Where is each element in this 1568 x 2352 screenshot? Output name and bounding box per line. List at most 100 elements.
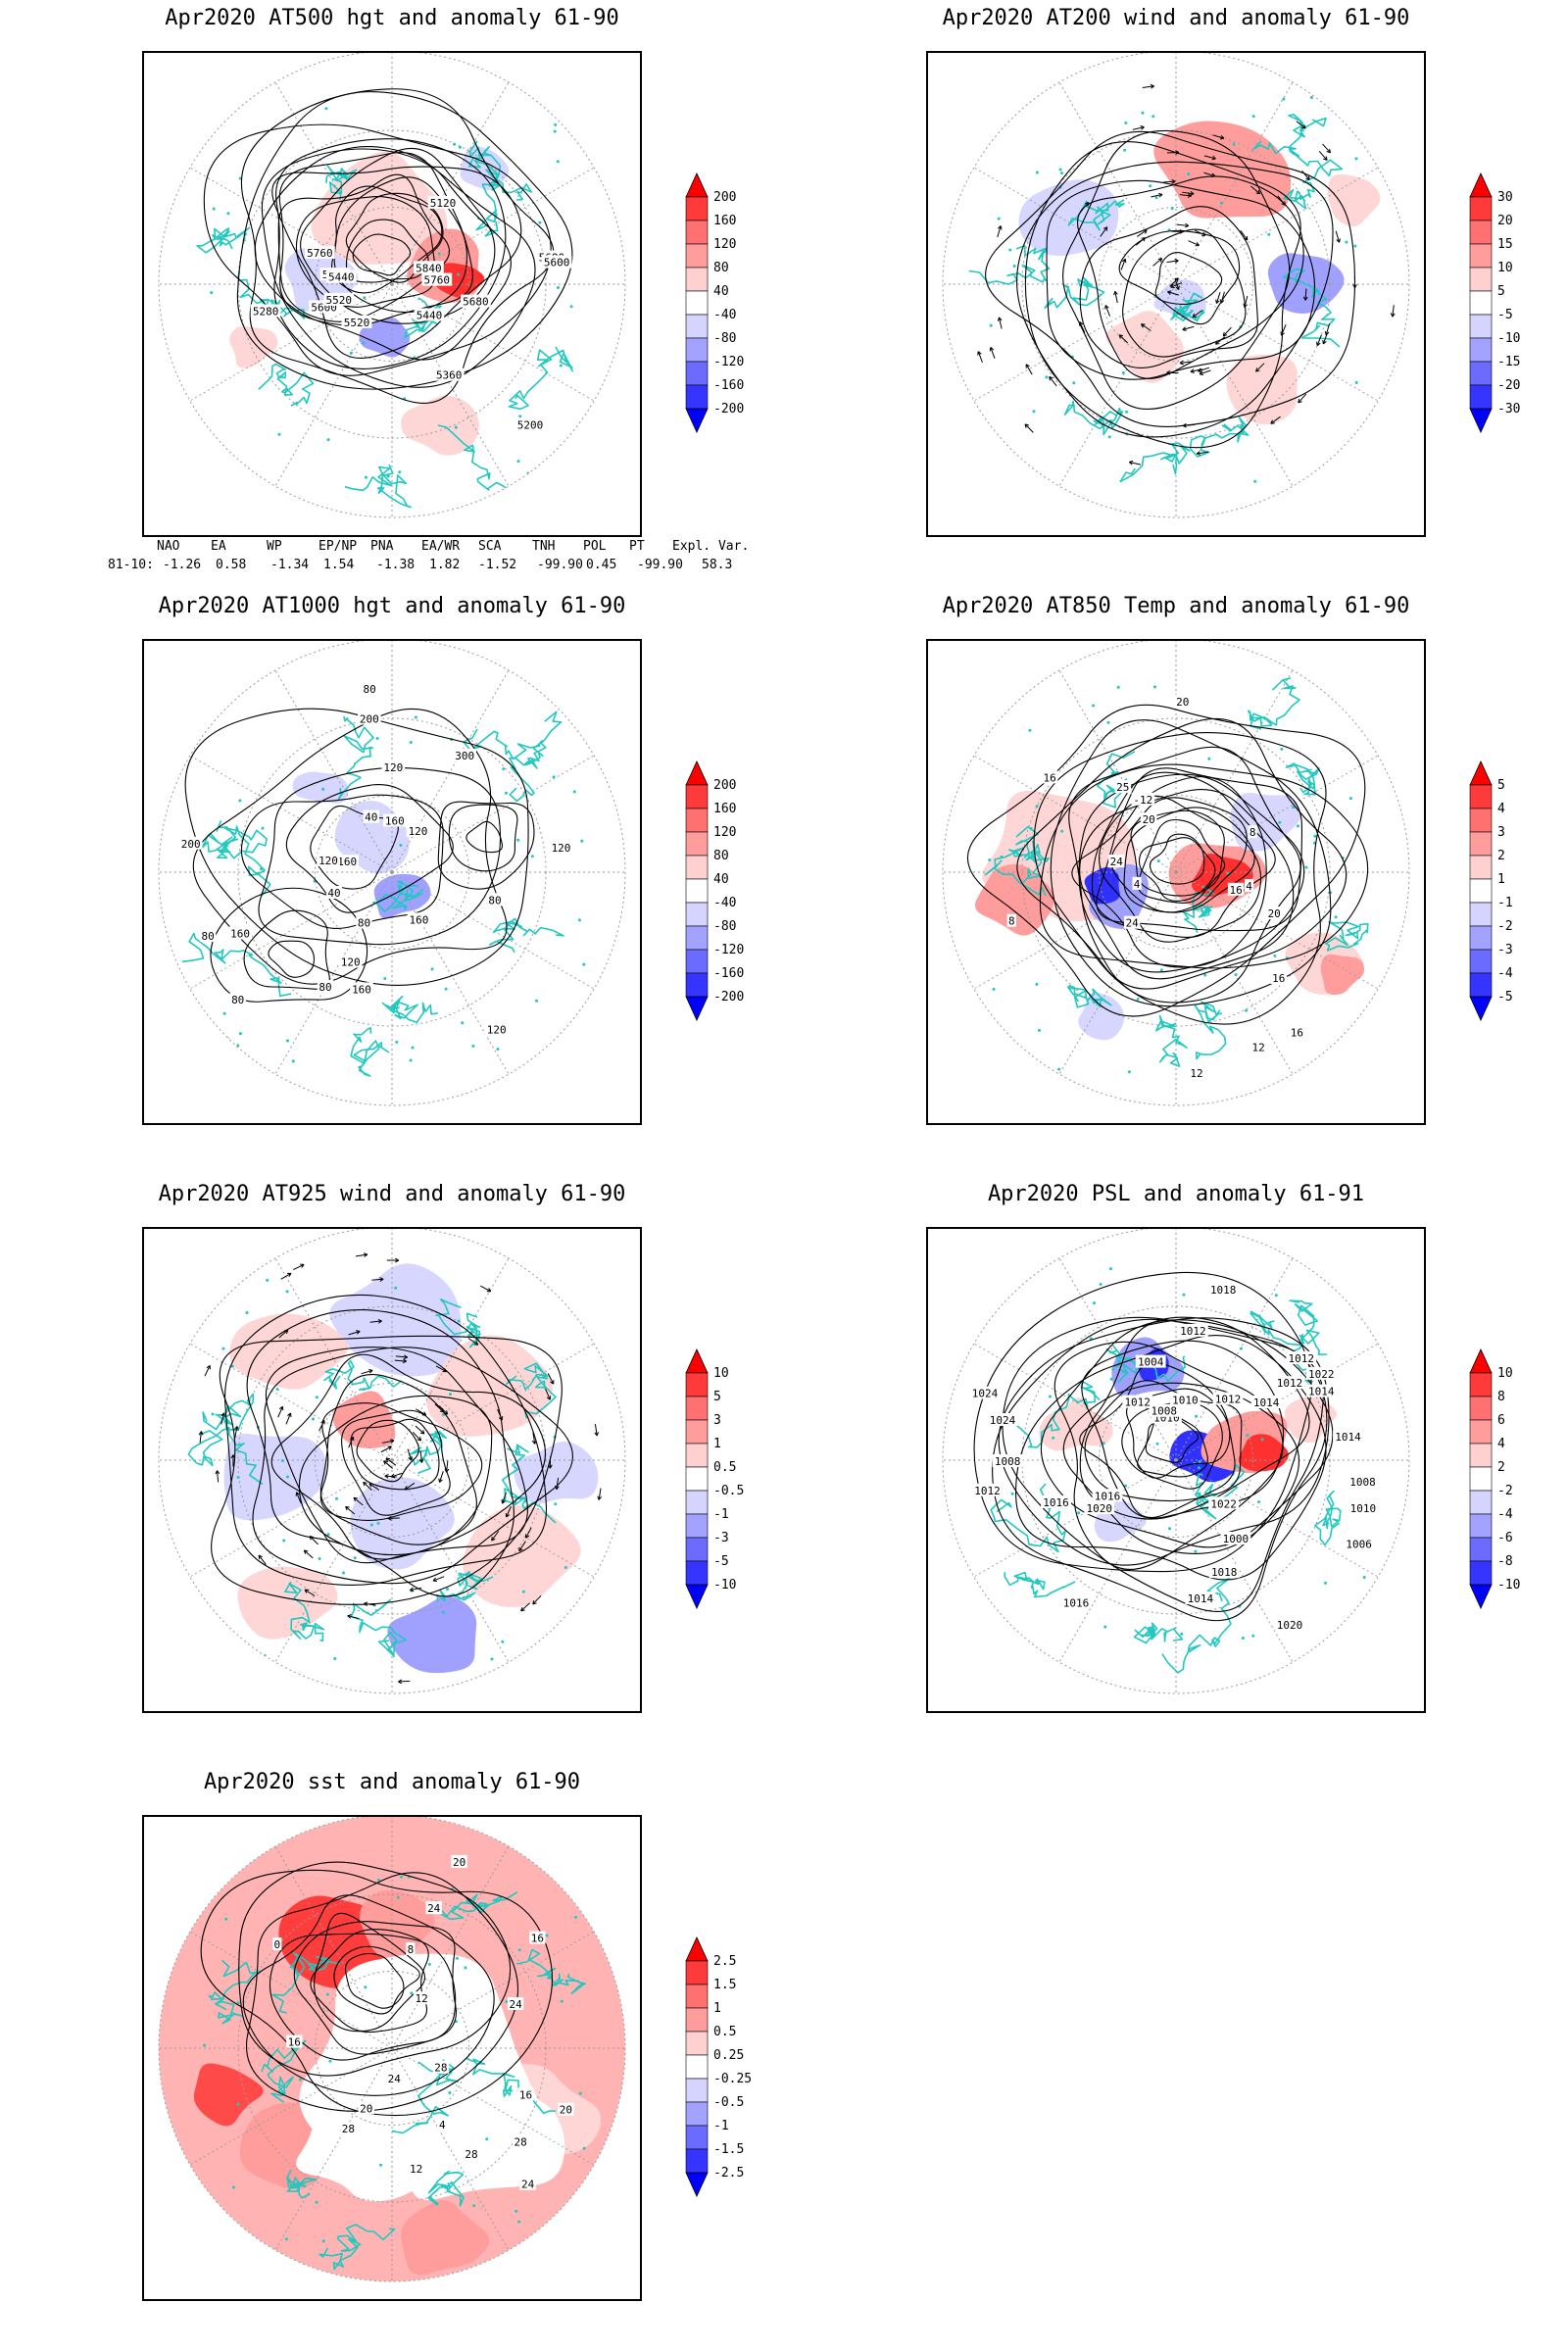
colorbar-bottom-arrow <box>685 408 709 433</box>
colorbar-label: 1 <box>713 1437 721 1451</box>
wind-arrow <box>1316 334 1322 346</box>
wind-arrow <box>501 1499 506 1504</box>
colorbar-label: 10 <box>1497 1366 1513 1381</box>
contour-label: 1014 <box>1308 1386 1335 1398</box>
index-header: EP/NP <box>318 539 358 554</box>
wind-arrow <box>1318 151 1328 161</box>
contour-label: 20 <box>1176 696 1189 709</box>
wind-arrow <box>278 1405 284 1411</box>
colorbar-swatch <box>685 1419 709 1445</box>
index-value: -1.38 <box>376 558 416 572</box>
wind-arrow <box>1190 368 1202 372</box>
panel-title: Apr2020 AT850 Temp and anomaly 61-90 <box>942 594 1410 618</box>
wind-arrow <box>1304 288 1307 301</box>
index-value: -99.90 <box>637 558 683 572</box>
index-value: 1.82 <box>429 558 461 572</box>
wind-arrow <box>278 1329 289 1339</box>
lat-lon-grid <box>159 1817 625 2281</box>
wind-arrow <box>1184 222 1190 228</box>
wind-arrow <box>355 1253 368 1257</box>
colorbar-swatch <box>1469 337 1493 363</box>
wind-arrow <box>442 1368 447 1373</box>
contour-label: 8 <box>1250 826 1256 839</box>
wind-arrow <box>407 1448 413 1461</box>
wind-arrow <box>384 1473 389 1479</box>
panel-title: Apr2020 AT1000 hgt and anomaly 61-90 <box>158 594 626 618</box>
contour-label: 1006 <box>1346 1539 1372 1551</box>
colorbar-label: 5 <box>713 1390 721 1404</box>
colorbar-swatch <box>1469 831 1493 857</box>
wind-arrow <box>234 1426 239 1431</box>
colorbar: 10 8 6 4 2 -2 -4 -6 -8 -10 <box>1469 1348 1548 1647</box>
map-content: 16 16 12 16 24 20 -12 8 4 4 8 12 16 20 24 20 25 <box>943 641 1409 1105</box>
wind-arrow <box>1390 313 1396 318</box>
wind-arrow <box>1175 150 1180 156</box>
colorbar-label: 30 <box>1497 190 1513 205</box>
wind-arrow <box>398 1680 411 1683</box>
contour-label: 16 <box>531 1933 544 1945</box>
index-header: WP <box>267 539 282 554</box>
polar-map: 16 16 12 16 24 20 -12 8 4 4 8 12 16 20 24 20 25 <box>942 641 1410 1106</box>
colorbar-label: 3 <box>713 1413 721 1428</box>
anomaly-area <box>1105 311 1184 383</box>
wind-arrow <box>395 1257 400 1263</box>
wind-arrow <box>1167 290 1172 295</box>
map-content: 1201601602001201208016020030080401604080… <box>159 641 625 1105</box>
colorbar-label: -200 <box>713 990 744 1004</box>
wind-arrow <box>361 1369 373 1375</box>
colorbar-label: 2 <box>1497 849 1505 863</box>
contour-label: 4 <box>1246 880 1252 893</box>
index-value: -1.34 <box>270 558 310 572</box>
colorbar-swatch <box>685 2007 709 2033</box>
colorbar-top-arrow <box>685 172 709 198</box>
anomaly-area <box>401 2200 490 2276</box>
contour-label: 12 <box>410 2163 422 2176</box>
colorbar-swatch <box>685 1490 709 1515</box>
colorbar-swatch <box>685 2078 709 2103</box>
contours <box>211 1294 573 1605</box>
contour-label: 1004 <box>1138 1356 1164 1369</box>
wind-arrow <box>390 1439 395 1444</box>
panel-title: Apr2020 sst and anomaly 61-90 <box>203 1770 581 1794</box>
contour-label: 1014 <box>1253 1396 1280 1409</box>
colorbar-label: 40 <box>713 872 729 887</box>
wind-arrow <box>347 1614 352 1619</box>
wind-arrow <box>390 1473 396 1479</box>
wind-arrow <box>1277 195 1286 206</box>
map-frame: 5840576056805600552054405120520052805360… <box>142 51 642 537</box>
contour-label: 1012 <box>1180 1325 1206 1338</box>
teleconnection-indices: NAO EA WP EP/NP PNA EA/WR SCA TNH POL PT Expl. Var… <box>108 539 804 576</box>
contours <box>985 129 1356 449</box>
wind-arrow <box>1301 124 1306 129</box>
contour-label: 200 <box>360 713 379 726</box>
colorbar-swatch <box>685 1537 709 1562</box>
contour-label: 0 <box>273 1938 280 1951</box>
panel-title: Apr2020 AT200 wind and anomaly 61-90 <box>942 6 1410 30</box>
wind-arrow <box>525 1527 532 1539</box>
wind-arrow <box>1170 282 1183 288</box>
wind-arrow <box>1120 259 1126 270</box>
map-content: 28 28 24 24 20 20 16 16 12 8 4 0 28 24 20 12 16 24 28 <box>159 1817 625 2281</box>
anomaly-area <box>350 1477 455 1570</box>
colorbar-swatch <box>685 925 709 951</box>
colorbar-swatch <box>685 2101 709 2127</box>
contour-label: 1024 <box>972 1388 999 1400</box>
contour-label: -12 <box>1133 794 1152 807</box>
wind-arrow <box>1211 155 1216 161</box>
colorbar-label: 80 <box>713 849 729 863</box>
colorbar-bottom-arrow <box>1469 408 1493 433</box>
wind-arrow <box>1324 330 1330 336</box>
wind-arrow <box>443 1410 449 1415</box>
index-value: -1.52 <box>478 558 517 572</box>
wind-arrow <box>1280 331 1285 336</box>
contour-label: 1010 <box>1350 1502 1377 1515</box>
wind-arrow <box>532 1432 536 1445</box>
contour-label: 5680 <box>463 296 489 309</box>
colorbar-label: -40 <box>713 308 736 322</box>
wind-arrow <box>1100 226 1108 237</box>
wind-arrow <box>550 1380 555 1385</box>
wind-arrow <box>1190 368 1195 373</box>
wind-arrow <box>1049 375 1054 381</box>
anomaly-area <box>193 2063 264 2127</box>
colorbar-label: -6 <box>1497 1531 1513 1545</box>
